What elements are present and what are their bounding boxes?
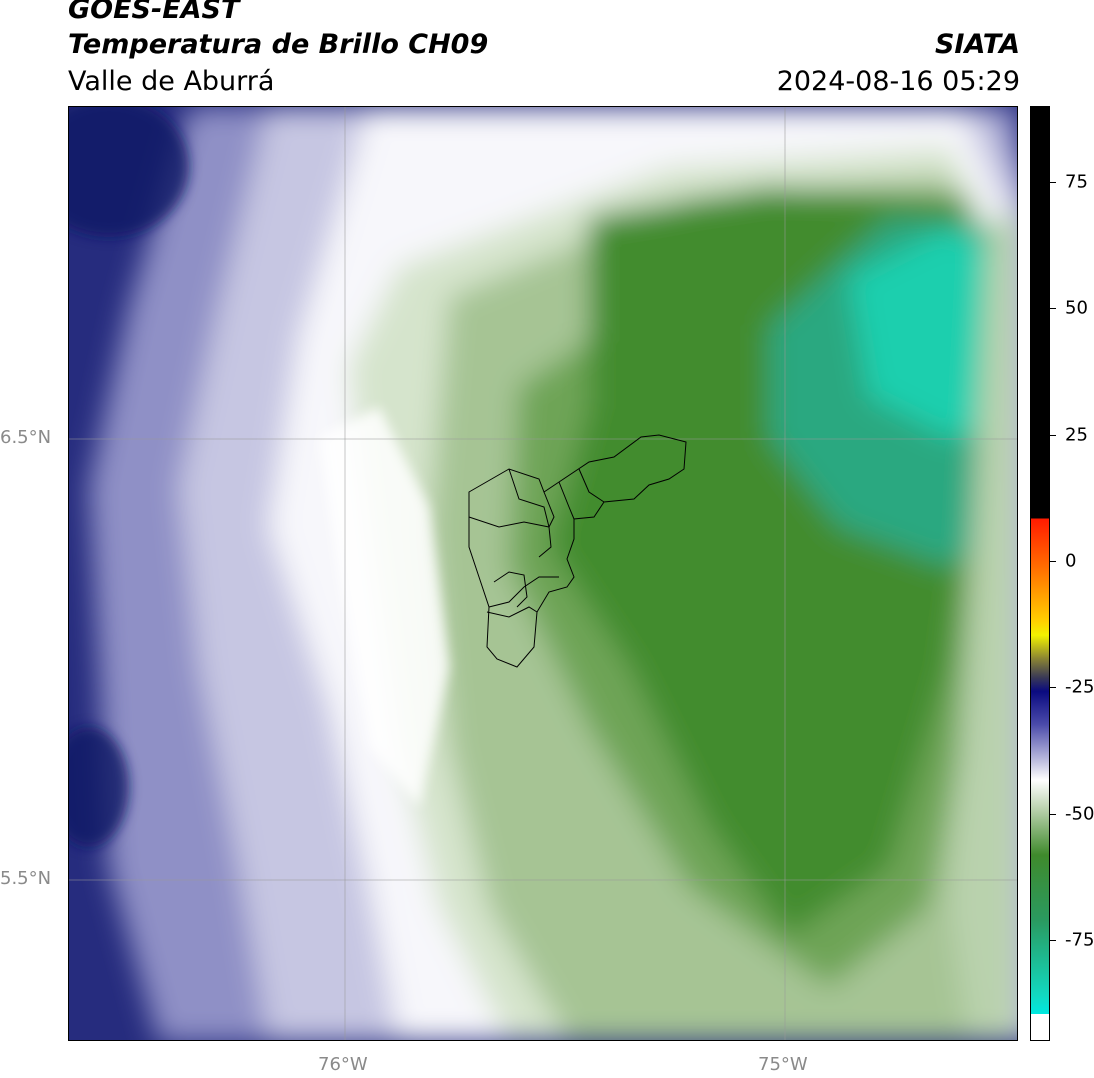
lon-label-75w: 75°W: [758, 1054, 808, 1075]
cloud-dark-spot-topleft: [69, 107, 189, 237]
colorbar-tick-label: -25: [1065, 676, 1094, 698]
colorbar-tick: [1050, 181, 1056, 183]
cloud-rim-right: [949, 208, 1017, 1040]
colorbar-tick-label: 75: [1065, 171, 1088, 193]
colorbar-tick-label: -75: [1065, 929, 1094, 951]
lat-label-5-5n: 5.5°N: [0, 868, 52, 889]
colorbar-tick: [1050, 308, 1056, 310]
colorbar: [1030, 106, 1050, 1041]
brightness-temperature-map[interactable]: [68, 106, 1018, 1041]
colorbar-tick-label: 25: [1065, 424, 1088, 445]
colorbar-tick: [1050, 687, 1056, 689]
lon-label-76w: 76°W: [318, 1054, 368, 1075]
municipality-boundaries: [468, 434, 687, 668]
colorbar-gradient: [1031, 107, 1049, 1040]
region-subtitle: Valle de Aburrá: [68, 66, 275, 97]
cloud-band-white-streak: [319, 407, 449, 807]
colorbar-tick: [1050, 560, 1056, 562]
agency-label: SIATA: [934, 29, 1020, 60]
colorbar-tick: [1050, 939, 1056, 941]
colorbar-tick-label: -50: [1065, 803, 1094, 825]
lat-label-6-5n: 6.5°N: [0, 427, 52, 448]
colorbar-tick: [1050, 813, 1056, 815]
cloud-dark-spot-left: [69, 727, 129, 847]
colorbar-tick-label: 0: [1065, 550, 1077, 572]
colorbar-tick: [1050, 434, 1056, 436]
satellite-title: GOES-EAST: [68, 0, 240, 25]
colorbar-tick-label: 50: [1065, 297, 1088, 319]
product-title: Temperatura de Brillo CH09: [68, 29, 489, 60]
datetime-label: 2024-08-16 05:29: [776, 66, 1020, 97]
cloud-core-brightcyan: [849, 227, 1017, 437]
